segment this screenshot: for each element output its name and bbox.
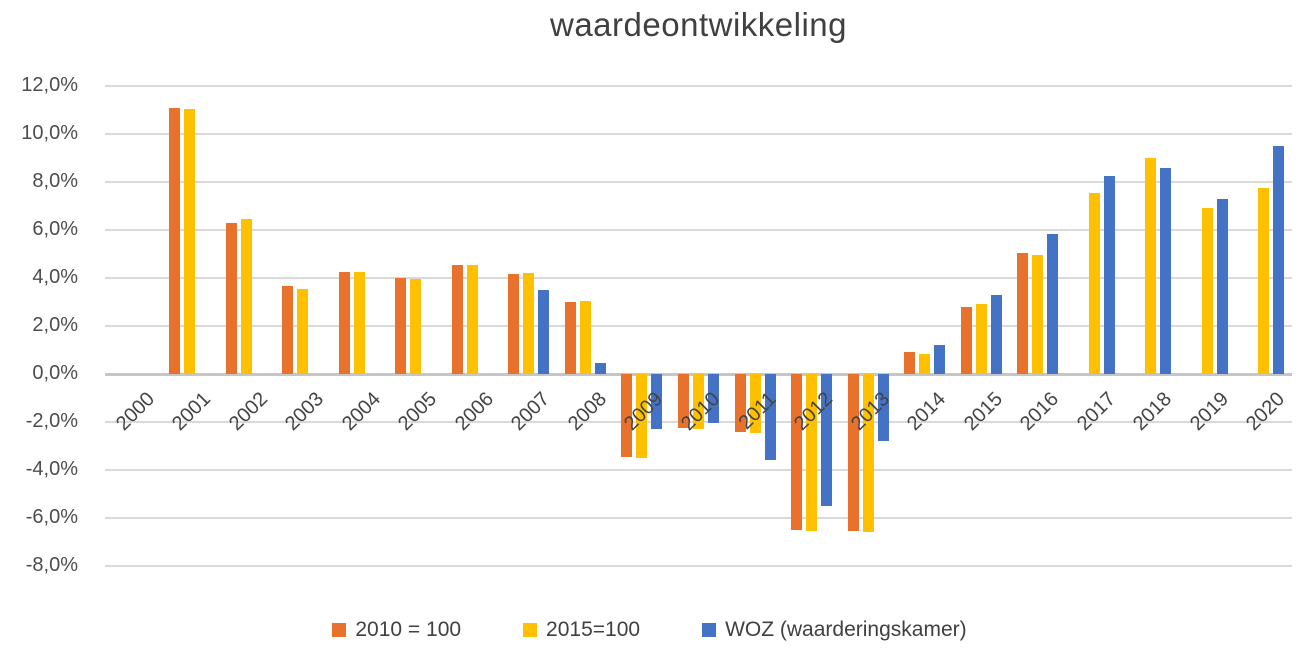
legend-label: 2015=100: [546, 618, 641, 641]
bar-series1-2004: [338, 272, 350, 374]
bar-series1-2006: [451, 264, 463, 374]
bar-series3-2007: [538, 290, 550, 374]
x-axis-tick-label: 2004: [337, 388, 385, 436]
bar-series2-2006: [466, 264, 478, 374]
legend-item-series3: WOZ (waarderingskamer): [702, 618, 967, 642]
bar-series2-2001: [184, 108, 196, 374]
bar-series1-2002: [225, 222, 237, 374]
gridline: [105, 277, 1292, 279]
gridline: [105, 565, 1292, 567]
bar-series2-2005: [410, 279, 422, 374]
x-axis-tick-label: 2014: [903, 388, 951, 436]
bar-series3-2011: [764, 374, 776, 461]
bar-series2-2020: [1258, 188, 1270, 374]
bar-series1-2013: [847, 374, 859, 532]
gridline: [105, 181, 1292, 183]
bar-series2-2007: [523, 273, 535, 374]
bar-series3-2017: [1103, 176, 1115, 374]
legend-item-series1: 2010 = 100: [332, 618, 461, 642]
y-axis-tick-label: -6,0%: [25, 506, 78, 528]
x-axis-tick-label: 2019: [1185, 388, 1233, 436]
y-axis-tick-label: 8,0%: [32, 170, 78, 192]
bar-series2-2013: [862, 374, 874, 533]
legend-item-series2: 2015=100: [523, 618, 640, 642]
y-axis-tick-label: 12,0%: [21, 74, 78, 96]
legend-label: WOZ (waarderingskamer): [725, 618, 967, 641]
bar-series3-2020: [1273, 146, 1285, 374]
gridline: [105, 133, 1292, 135]
bar-series1-2005: [395, 278, 407, 374]
bar-series3-2013: [877, 374, 889, 442]
bar-series1-2010: [678, 374, 689, 428]
x-axis-tick-label: 2003: [281, 388, 329, 436]
gridline: [105, 469, 1292, 471]
bar-series3-2015: [990, 294, 1002, 374]
gridline: [105, 517, 1292, 519]
x-axis-tick-label: 2001: [168, 388, 216, 436]
x-axis-tick-label: 2000: [111, 388, 159, 436]
bar-series3-2014: [934, 345, 946, 374]
bar-series3-2018: [1160, 167, 1172, 374]
x-axis-tick-label: 2020: [1242, 388, 1290, 436]
y-axis-tick-label: 10,0%: [21, 122, 78, 144]
bar-series1-2009: [621, 374, 633, 457]
plot-area: 12,0% 10,0% 8,0% 6,0% 4,0% 2,0% 0,0% -2,0% -4,0%…: [21, 74, 1292, 576]
y-axis-tick-label: -4,0%: [25, 458, 78, 480]
bar-series2-2002: [240, 219, 252, 374]
bar-series2-2003: [297, 288, 309, 374]
legend-swatch-icon: [702, 623, 717, 637]
bar-series3-2016: [1047, 233, 1059, 374]
gridline: [105, 229, 1292, 231]
bar-series1-2012: [791, 374, 803, 530]
bar-series2-2011: [749, 374, 761, 433]
gridline: [105, 325, 1292, 327]
bar-series3-2019: [1216, 198, 1228, 374]
bar-series2-2010: [693, 374, 704, 430]
bar-series2-2018: [1145, 158, 1157, 374]
legend: 2010 = 100 2015=100 WOZ (waarderingskamer): [0, 610, 1299, 650]
bar-series2-2016: [1032, 255, 1044, 374]
bar-series2-2004: [353, 272, 365, 374]
bar-series2-2008: [579, 300, 591, 374]
x-axis-tick-label: 2007: [507, 388, 555, 436]
x-axis-tick-label: 2002: [224, 388, 272, 436]
bar-series2-2017: [1088, 192, 1100, 374]
x-axis-tick-label: 2018: [1129, 388, 1177, 436]
bar-series1-2011: [734, 374, 746, 432]
y-axis-tick-label: -8,0%: [25, 554, 78, 576]
bar-series2-2009: [636, 374, 648, 458]
y-axis-tick-label: 2,0%: [32, 314, 78, 336]
x-axis-tick-label: 2017: [1072, 388, 1120, 436]
gridline: [105, 85, 1292, 87]
bar-series3-2012: [821, 374, 833, 506]
bar-series1-2001: [169, 107, 181, 374]
bar-series1-2014: [904, 352, 916, 374]
bar-series2-2012: [806, 374, 818, 532]
x-axis-tick-label: 2016: [1016, 388, 1064, 436]
x-axis-tick-label: 2006: [450, 388, 498, 436]
y-axis-tick-label: 4,0%: [32, 266, 78, 288]
y-axis-tick-label: 6,0%: [32, 218, 78, 240]
chart-title: waardeontwikkeling: [550, 6, 847, 43]
x-axis-tick-label: 2005: [394, 388, 442, 436]
x-axis-tick-label: 2008: [563, 388, 611, 436]
x-axis-tick-label: 2015: [959, 388, 1007, 436]
bar-series1-2003: [282, 286, 294, 374]
bar-series2-2015: [975, 304, 987, 374]
bar-series2-2019: [1201, 208, 1213, 374]
legend-swatch-icon: [332, 623, 347, 637]
bar-series3-2010: [708, 374, 719, 424]
bar-series3-2008: [594, 363, 606, 374]
bar-series3-2009: [651, 374, 663, 430]
bar-series1-2015: [960, 306, 972, 374]
y-axis-tick-label: -2,0%: [25, 410, 78, 432]
bar-series1-2007: [508, 274, 520, 374]
legend-label: 2010 = 100: [355, 618, 462, 641]
y-axis-tick-label: 0,0%: [32, 362, 78, 384]
bar-series1-2016: [1017, 252, 1029, 374]
bar-series2-2014: [919, 353, 931, 374]
legend-swatch-icon: [523, 623, 538, 637]
bar-series1-2008: [564, 302, 576, 374]
